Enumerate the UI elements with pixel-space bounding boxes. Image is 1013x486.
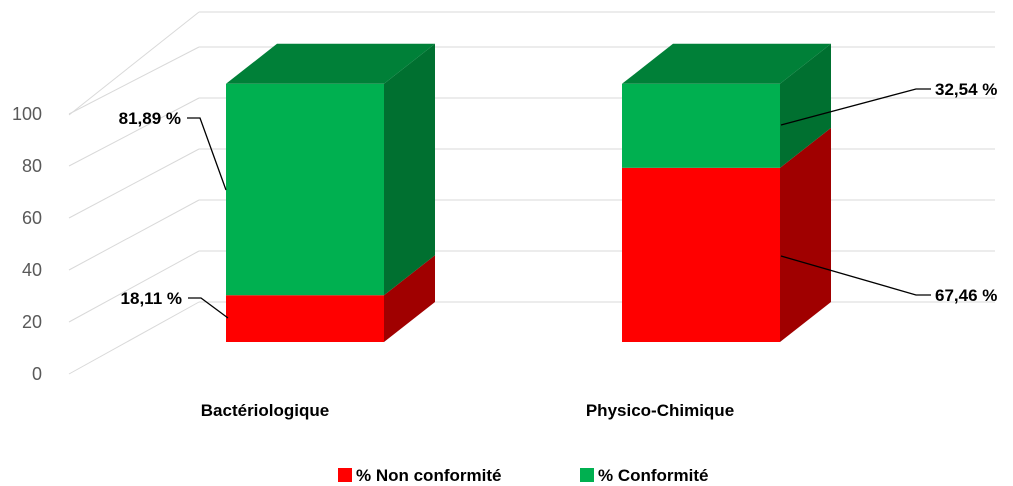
legend: % Non conformité % Conformité bbox=[338, 466, 709, 485]
bar-top bbox=[622, 43, 831, 84]
legend-label: % Non conformité bbox=[356, 466, 501, 485]
bar-segment bbox=[226, 255, 435, 342]
gridline-diagonal bbox=[68, 97, 200, 167]
bar-front bbox=[622, 83, 780, 168]
category-labels: Bactériologique Physico-Chimique bbox=[201, 401, 734, 420]
bar-segment bbox=[622, 127, 831, 342]
data-labels: 81,89 % 18,11 % 32,54 % 67,46 % bbox=[119, 80, 997, 319]
y-tick-label: 40 bbox=[22, 260, 42, 280]
bar-side bbox=[384, 255, 435, 342]
data-label: 81,89 % bbox=[119, 109, 181, 128]
bar-top bbox=[226, 43, 435, 84]
gridlines bbox=[68, 11, 995, 375]
bars bbox=[226, 43, 831, 342]
y-tick-label: 60 bbox=[22, 208, 42, 228]
gridline-diagonal bbox=[68, 46, 200, 115]
y-tick-label: 20 bbox=[22, 312, 42, 332]
y-axis-ticks: 0 20 40 60 80 100 bbox=[12, 104, 42, 384]
y-tick-label: 80 bbox=[22, 156, 42, 176]
data-label-leader bbox=[780, 88, 931, 126]
legend-swatch bbox=[580, 468, 594, 482]
category-label: Physico-Chimique bbox=[586, 401, 734, 420]
gridline-diagonal bbox=[68, 301, 200, 375]
category-label: Bactériologique bbox=[201, 401, 329, 420]
y-tick-label: 0 bbox=[32, 364, 42, 384]
bar-segment bbox=[622, 43, 831, 168]
data-label: 67,46 % bbox=[935, 286, 997, 305]
bar-front bbox=[226, 83, 384, 296]
legend-swatch bbox=[338, 468, 352, 482]
gridline-diagonal bbox=[68, 199, 200, 271]
legend-label: % Conformité bbox=[598, 466, 709, 485]
bar-side bbox=[780, 43, 831, 168]
bar-front bbox=[226, 295, 384, 342]
gridline-diagonal bbox=[68, 11, 200, 116]
data-label-leader bbox=[188, 297, 229, 319]
bar-segment bbox=[226, 43, 435, 296]
bar-front bbox=[622, 167, 780, 342]
gridline-diagonal bbox=[68, 148, 200, 219]
y-tick-label: 100 bbox=[12, 104, 42, 124]
data-label-leader bbox=[187, 117, 227, 191]
bar-side bbox=[384, 43, 435, 296]
data-label: 18,11 % bbox=[121, 289, 182, 308]
bar-side bbox=[780, 127, 831, 342]
data-label-leader bbox=[780, 255, 931, 296]
data-label: 32,54 % bbox=[935, 80, 997, 99]
gridline-diagonal bbox=[68, 250, 200, 323]
